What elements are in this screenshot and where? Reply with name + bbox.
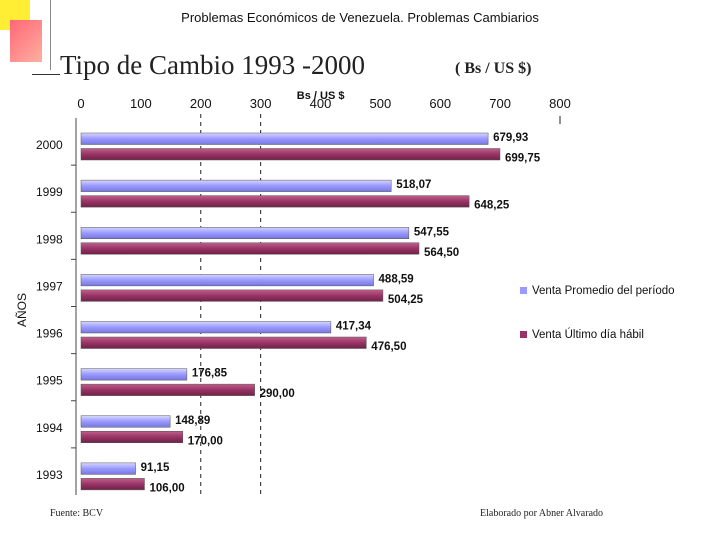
bar-ultimo-dia-1997	[80, 289, 384, 302]
y-category-label: 2000	[36, 138, 63, 152]
data-label: 417,34	[336, 321, 372, 333]
slide-header: Problemas Económicos de Venezuela. Probl…	[181, 10, 539, 25]
bar-promedio-1998	[80, 227, 410, 239]
data-label: 547,55	[414, 226, 450, 238]
bar-ultimo-dia-1993	[80, 478, 145, 491]
data-label: 290,00	[260, 388, 295, 400]
author-note: Elaborado por Abner Alvarado	[480, 508, 604, 519]
x-tick-label: 100	[130, 96, 152, 111]
slide-title: Tipo de Cambio 1993 -2000	[60, 50, 366, 80]
data-label: 518,07	[396, 179, 431, 191]
bar-ultimo-dia-1999	[80, 195, 470, 208]
data-label: 699,75	[505, 153, 541, 165]
y-category-label: 1997	[36, 279, 63, 293]
bar-promedio-1997	[80, 274, 374, 287]
bar-ultimo-dia-1996	[80, 336, 367, 349]
x-tick-label: 200	[190, 96, 212, 111]
data-label: 504,25	[388, 294, 424, 306]
x-tick-label: 400	[310, 96, 332, 111]
decorative-vertical-line	[50, 0, 51, 70]
data-label: 564,50	[424, 247, 459, 259]
x-axis-title: Bs / US $	[297, 90, 345, 102]
unit-note: ( Bs / US $)	[455, 60, 532, 77]
data-label: 106,00	[149, 482, 184, 494]
bar-promedio-1993	[80, 462, 136, 475]
x-tick-label: 0	[77, 96, 84, 111]
y-category-label: 1998	[36, 232, 63, 246]
source-note: Fuente: BCV	[50, 508, 104, 519]
y-category-label: 1993	[36, 468, 63, 482]
x-tick-label: 600	[429, 96, 451, 111]
data-label: 679,93	[493, 132, 528, 144]
y-category-label: 1995	[36, 374, 63, 388]
bar-ultimo-dia-1994	[80, 431, 184, 443]
decorative-pink-square	[10, 20, 42, 62]
data-label: 476,50	[371, 341, 406, 353]
bar-ultimo-dia-1995	[80, 383, 255, 396]
y-category-label: 1994	[36, 421, 63, 435]
data-label: 648,25	[474, 200, 510, 212]
x-tick-label: 800	[549, 96, 571, 111]
y-category-label: 1999	[36, 185, 63, 199]
data-label: 170,00	[188, 435, 223, 447]
bar-promedio-1999	[80, 179, 392, 192]
data-label: 91,15	[141, 462, 170, 474]
data-label: 176,85	[192, 368, 228, 380]
data-label: 488,59	[379, 273, 414, 285]
x-tick-label: 500	[370, 96, 392, 111]
legend-swatch	[520, 331, 527, 338]
legend-label: Venta Promedio del período	[532, 285, 675, 297]
bar-ultimo-dia-1998	[80, 242, 420, 255]
data-label: 148,89	[175, 415, 210, 427]
bar-promedio-1996	[80, 321, 332, 334]
legend-swatch	[520, 287, 527, 294]
decorative-horizontal-line	[32, 74, 60, 75]
bar-promedio-1994	[80, 415, 171, 428]
bar-ultimo-dia-2000	[80, 148, 501, 161]
y-category-label: 1996	[36, 327, 63, 341]
legend-label: Venta Último día hábil	[532, 328, 644, 341]
x-tick-label: 700	[489, 96, 511, 111]
bar-promedio-2000	[80, 132, 489, 145]
x-tick-label: 300	[250, 96, 272, 111]
y-axis-title: AÑOS	[15, 293, 29, 327]
bar-promedio-1995	[80, 368, 188, 381]
